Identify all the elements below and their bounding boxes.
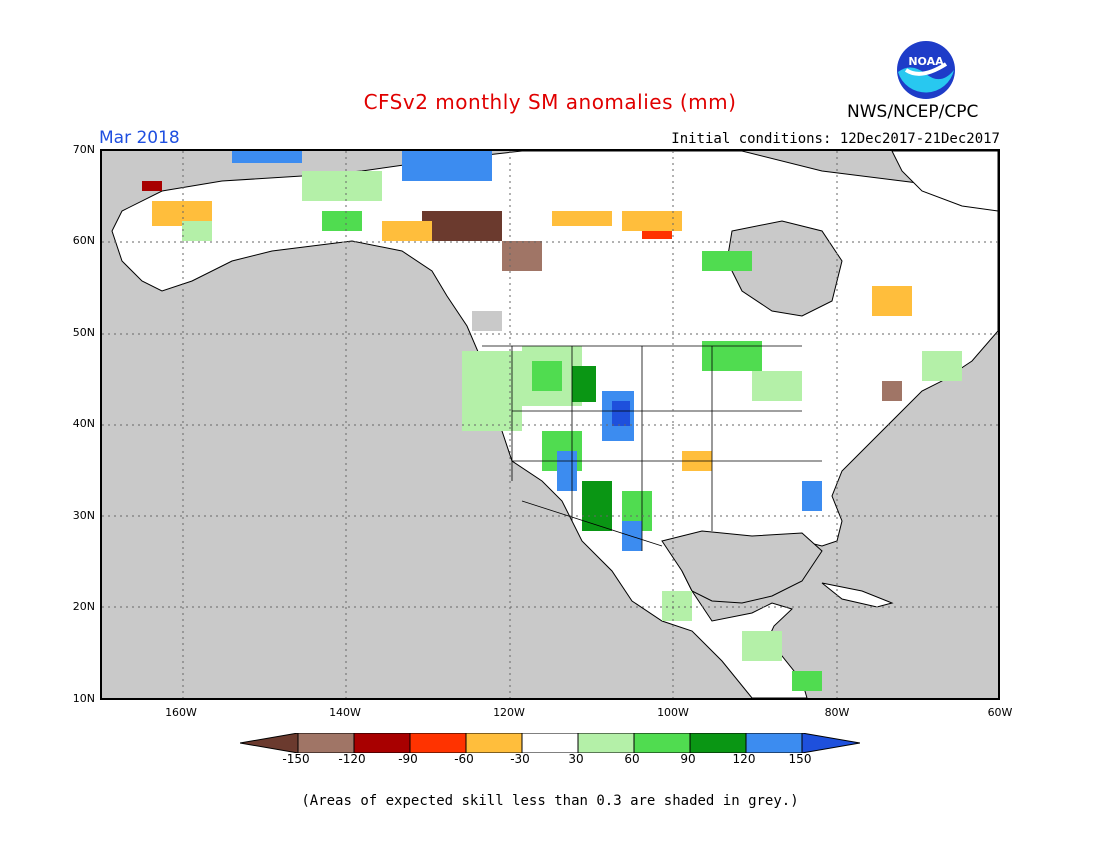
chart-title: CFSv2 monthly SM anomalies (mm) [363,90,737,114]
greenland-edge [891,151,998,212]
lat-label-50n: 50N [72,326,95,339]
legend-label-m150: -150 [282,752,310,766]
lat-label-20n: 20N [72,600,95,613]
legend-cell-1 [297,733,355,753]
legend-label-60: 60 [624,752,640,766]
legend-cell-3 [409,733,467,753]
lat-label-70n: 70N [72,143,95,156]
cuba [821,582,894,608]
lon-label-120w: 120W [493,706,525,719]
lat-label-10n: 10N [72,692,95,705]
lon-label-80w: 80W [824,706,850,719]
legend-cell-7 [633,733,691,753]
logo-text: NOAA [908,55,944,68]
legend-label-120: 120 [732,752,756,766]
political-boundaries [482,345,822,551]
legend-cell-4 [465,733,523,753]
color-legend-bar [240,733,860,753]
lat-label-60n: 60N [72,234,95,247]
lon-label-140w: 140W [329,706,361,719]
legend-cell-6 [577,733,635,753]
legend-label-30: 30 [568,752,584,766]
legend-label-m120: -120 [338,752,366,766]
map-panel [100,149,1000,700]
lat-label-30n: 30N [72,509,95,522]
lon-label-60w: 60W [987,706,1013,719]
legend-label-m90: -90 [398,752,418,766]
legend-cell-5 [521,733,579,753]
lat-label-40n: 40N [72,417,95,430]
lon-label-100w: 100W [657,706,689,719]
legend-label-150: 150 [788,752,812,766]
forecast-month: Mar 2018 [99,128,180,148]
lon-label-160w: 160W [165,706,197,719]
land-areas [111,151,998,698]
legend-cell-10 [801,733,860,753]
legend-label-90: 90 [680,752,696,766]
hudson-bay [726,220,843,317]
legend-cell-9 [745,733,803,753]
legend-label-m30: -30 [510,752,530,766]
footnote: (Areas of expected skill less than 0.3 a… [301,793,799,809]
legend-cell-8 [689,733,747,753]
legend-cell-0 [240,733,299,753]
gulf-of-mexico [661,530,823,604]
grid-lines [102,151,998,698]
noaa-logo: NOAA [897,41,955,99]
initial-conditions: Initial conditions: 12Dec2017-21Dec2017 [671,131,1000,147]
agency-label: NWS/NCEP/CPC [847,102,979,122]
map-svg [102,151,998,698]
legend-cell-2 [353,733,411,753]
legend-label-m60: -60 [454,752,474,766]
